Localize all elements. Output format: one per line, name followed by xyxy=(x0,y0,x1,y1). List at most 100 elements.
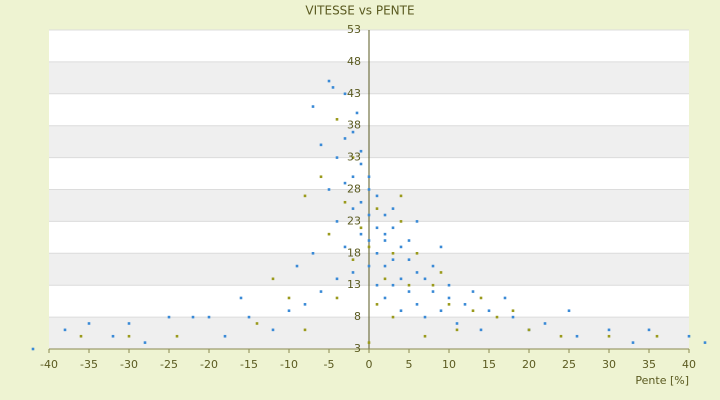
point xyxy=(359,149,363,153)
point xyxy=(351,271,355,274)
point xyxy=(399,277,403,281)
point xyxy=(543,322,547,325)
point xyxy=(359,226,363,230)
point xyxy=(367,239,371,242)
point xyxy=(359,162,363,166)
point xyxy=(247,315,251,319)
point xyxy=(415,252,419,255)
point xyxy=(479,328,483,332)
point xyxy=(359,232,363,236)
x-tick-label: -25 xyxy=(160,358,178,371)
point xyxy=(463,303,467,306)
point xyxy=(503,296,507,300)
point xyxy=(575,334,579,338)
point xyxy=(391,283,395,287)
point xyxy=(439,309,443,313)
point xyxy=(567,309,571,313)
point xyxy=(383,296,387,300)
x-tick-label: 40 xyxy=(682,358,696,371)
y-tick-label: 8 xyxy=(354,310,361,323)
point xyxy=(375,194,379,198)
point xyxy=(367,341,371,344)
point xyxy=(303,194,307,198)
point xyxy=(343,200,347,204)
point xyxy=(479,296,483,300)
x-tick-label: 25 xyxy=(562,358,576,371)
point xyxy=(351,156,355,159)
point xyxy=(391,315,395,319)
point xyxy=(367,264,371,268)
point xyxy=(399,220,403,223)
point xyxy=(687,334,691,338)
point xyxy=(383,213,387,217)
point xyxy=(383,277,387,281)
point xyxy=(407,283,411,287)
point xyxy=(431,283,435,287)
y-tick-label: 48 xyxy=(347,55,361,68)
point xyxy=(423,277,427,281)
point xyxy=(511,315,515,319)
point xyxy=(143,341,147,344)
x-axis-label: Pente [%] xyxy=(635,374,689,387)
point xyxy=(327,188,331,191)
point xyxy=(327,79,331,83)
point xyxy=(331,86,335,89)
point xyxy=(335,156,339,159)
point xyxy=(327,232,331,236)
point xyxy=(375,207,379,210)
point xyxy=(431,264,435,268)
point xyxy=(351,175,355,179)
point xyxy=(335,277,339,281)
point xyxy=(495,315,499,319)
point xyxy=(343,181,347,185)
point xyxy=(167,315,171,319)
point xyxy=(367,213,371,217)
point xyxy=(407,290,411,293)
point xyxy=(407,258,411,261)
point xyxy=(407,239,411,242)
point xyxy=(375,252,379,255)
point xyxy=(207,315,211,319)
point xyxy=(415,271,419,274)
point xyxy=(335,220,339,223)
point xyxy=(391,207,395,210)
point xyxy=(271,328,275,332)
point xyxy=(375,303,379,306)
point xyxy=(351,207,355,210)
x-tick-label: 10 xyxy=(442,358,456,371)
point xyxy=(255,322,259,325)
point xyxy=(303,328,307,332)
x-tick-label: -10 xyxy=(280,358,298,371)
point xyxy=(311,252,315,255)
x-tick-label: -5 xyxy=(324,358,335,371)
x-tick-label: -15 xyxy=(240,358,258,371)
x-tick-label: 30 xyxy=(602,358,616,371)
point xyxy=(79,334,83,338)
y-tick-label: 28 xyxy=(347,183,361,196)
x-tick-label: -35 xyxy=(80,358,98,371)
point xyxy=(355,111,359,115)
point xyxy=(31,347,35,351)
x-tick-label: 35 xyxy=(642,358,656,371)
x-tick-label: 15 xyxy=(482,358,496,371)
point xyxy=(391,252,395,255)
y-tick-label: 3 xyxy=(354,342,361,355)
point xyxy=(367,175,371,179)
x-tick-label: 20 xyxy=(522,358,536,371)
x-tick-label: 0 xyxy=(366,358,373,371)
point xyxy=(423,334,427,338)
point xyxy=(487,309,491,313)
point xyxy=(87,322,91,325)
y-tick-label: 38 xyxy=(347,119,361,132)
y-tick-label: 33 xyxy=(347,151,361,164)
point xyxy=(391,226,395,230)
point xyxy=(527,328,531,332)
point xyxy=(343,245,347,249)
x-tick-label: -40 xyxy=(40,358,58,371)
point xyxy=(511,309,515,313)
point xyxy=(391,258,395,261)
point xyxy=(335,118,339,121)
point xyxy=(375,226,379,230)
